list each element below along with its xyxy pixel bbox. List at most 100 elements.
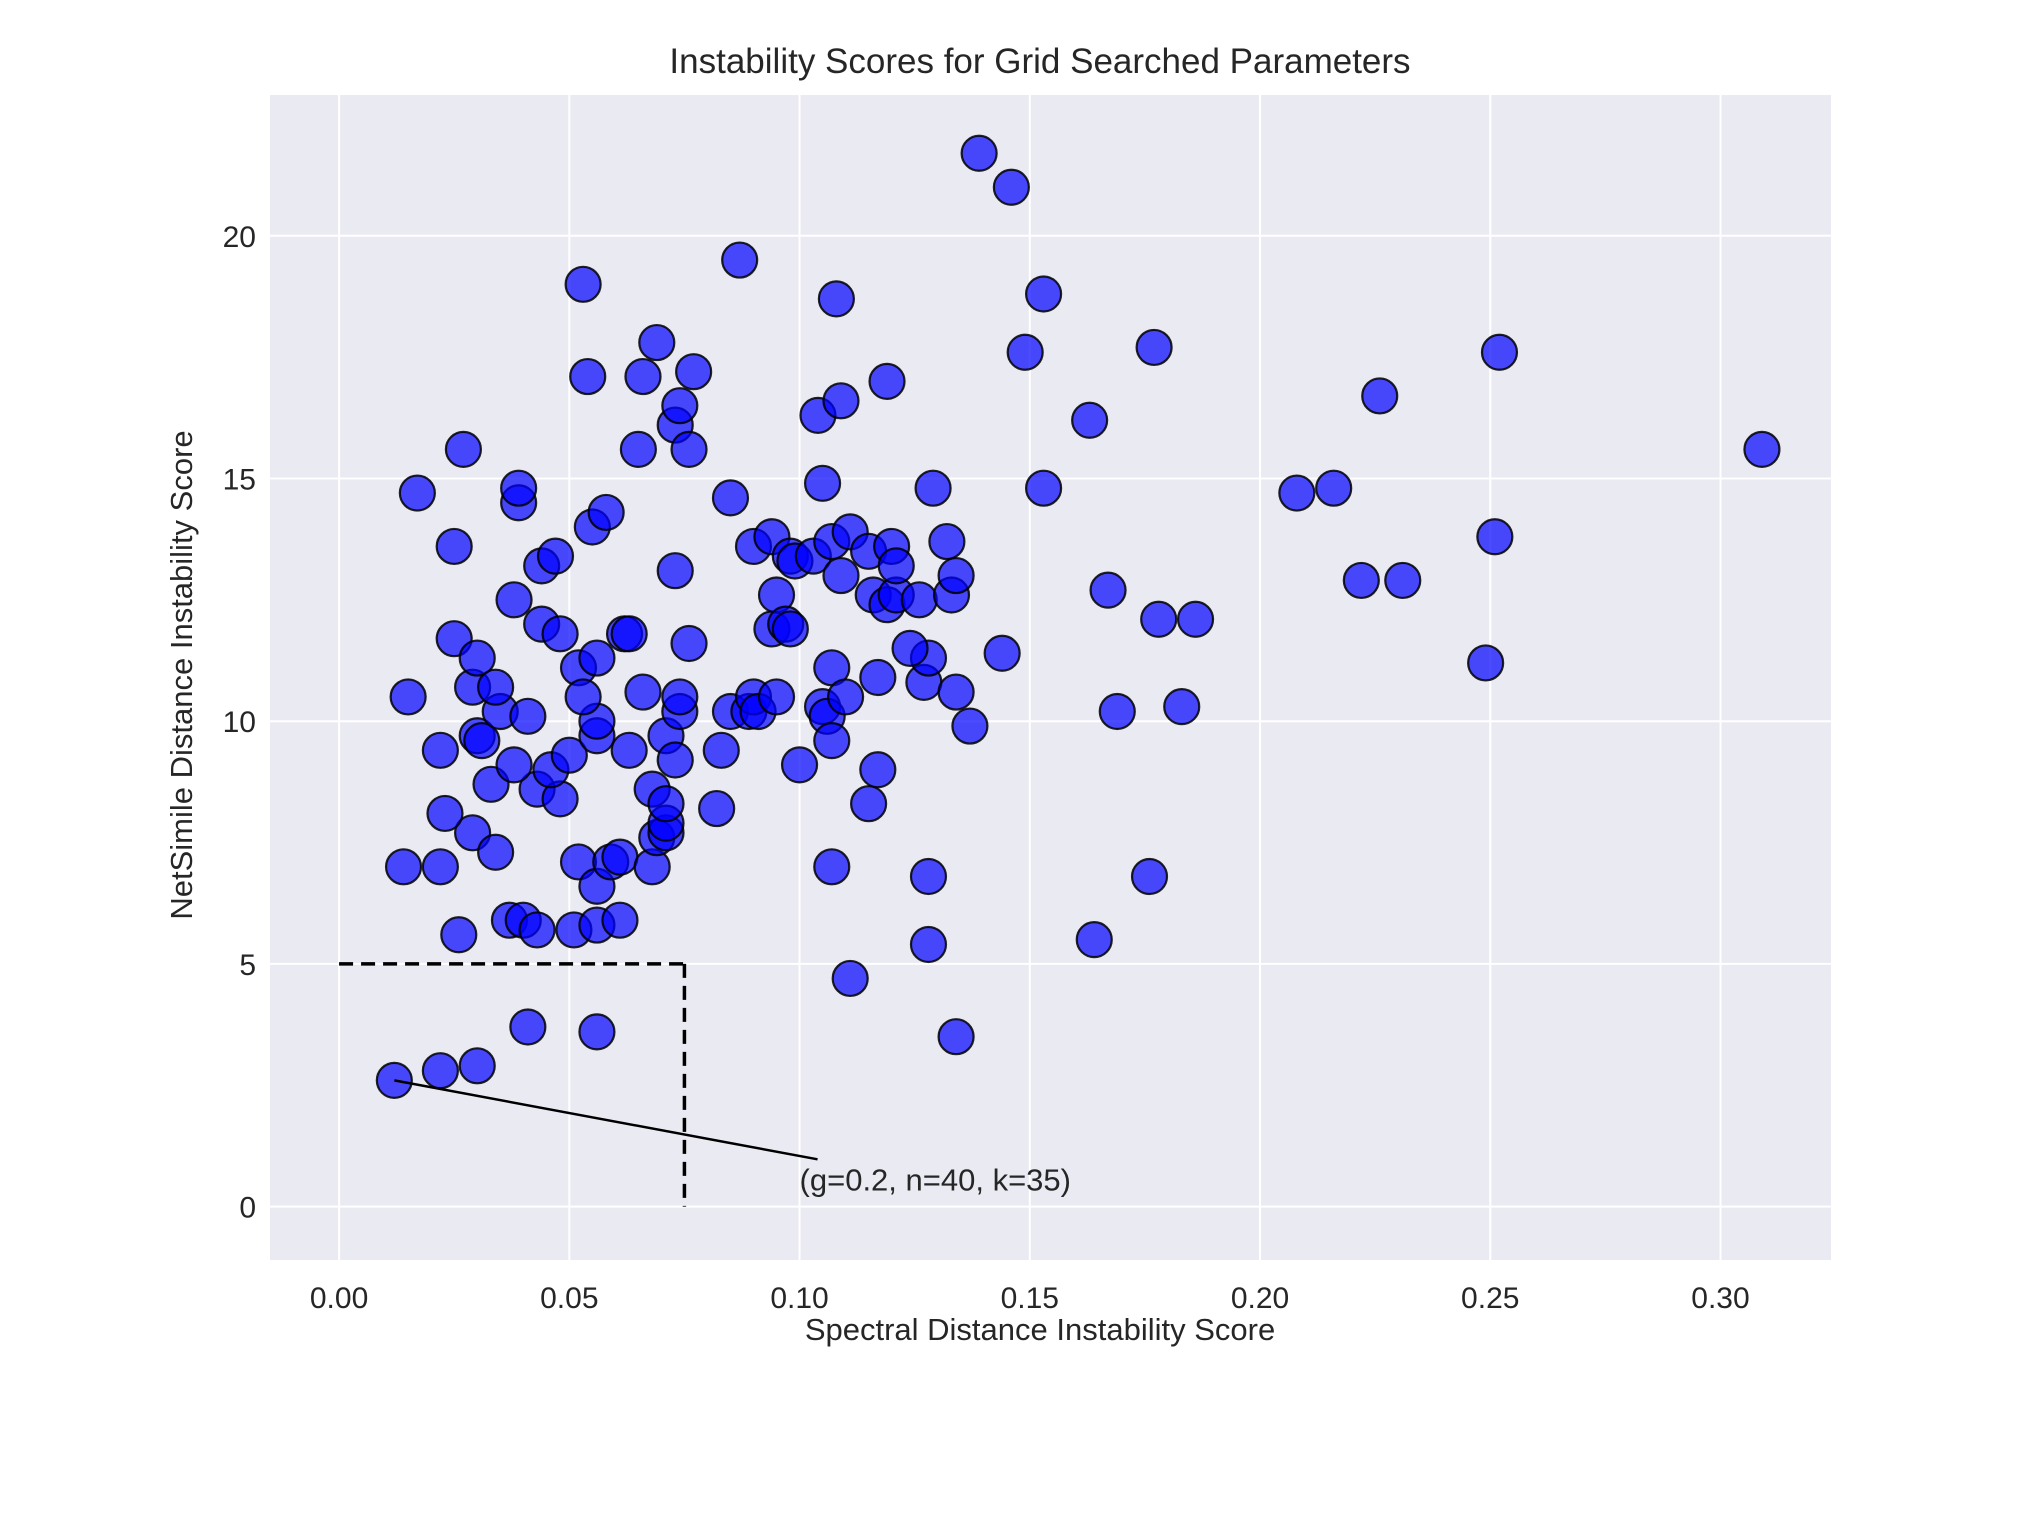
data-point [1135, 328, 1173, 367]
data-point [1384, 561, 1422, 600]
data-point [1024, 469, 1063, 507]
data-point [656, 741, 694, 779]
annotation-layer: (g=0.2, n=40, k=35) [394, 1079, 1071, 1197]
data-point [656, 552, 694, 590]
data-point [859, 658, 897, 697]
data-point [1006, 333, 1044, 371]
annotation-leader-line [394, 1079, 818, 1161]
data-point [992, 168, 1030, 206]
data-point [675, 353, 713, 391]
data-point [757, 678, 796, 716]
data-point [1476, 518, 1514, 556]
data-point [928, 522, 966, 561]
data-point [610, 731, 648, 769]
data-point [698, 789, 736, 828]
threshold-box [339, 962, 687, 1207]
data-point [813, 722, 851, 760]
data-point [435, 527, 473, 566]
data-point [868, 362, 906, 400]
data-point [877, 547, 915, 585]
data-point [495, 746, 533, 784]
data-point [771, 610, 809, 648]
data-point [477, 833, 515, 871]
data-point [463, 722, 501, 760]
y-tick-label: 10 [223, 706, 256, 739]
y-tick-labels: 0 5 10 15 20 [223, 221, 256, 1225]
data-point [983, 634, 1021, 672]
annotation-label: (g=0.2, n=40, k=35) [800, 1162, 1071, 1197]
data-point [601, 838, 639, 876]
data-point [550, 736, 588, 774]
data-point [721, 241, 759, 279]
data-point [831, 959, 869, 998]
x-tick-label: 0.25 [1461, 1282, 1519, 1315]
data-point [638, 323, 676, 362]
data-point [500, 469, 538, 507]
x-axis-label: Spectral Distance Instability Score [805, 1312, 1275, 1347]
data-point [914, 469, 952, 507]
data-point [564, 678, 602, 716]
y-axis-label: NetSimile Distance Instability Score [164, 430, 199, 919]
data-point [1315, 469, 1353, 507]
data-point [1098, 692, 1136, 731]
data-point [909, 925, 948, 964]
data-point [661, 387, 699, 425]
x-tick-label: 0.20 [1231, 1282, 1289, 1315]
data-point [780, 746, 819, 784]
data-point [1361, 377, 1399, 415]
data-point [564, 265, 602, 303]
data-point [803, 464, 842, 502]
data-point [1075, 921, 1113, 959]
chart-title: Instability Scores for Grid Searched Par… [669, 42, 1410, 81]
data-point [624, 673, 662, 711]
data-point [1163, 688, 1201, 726]
data-point [1342, 561, 1380, 600]
data-point [859, 751, 897, 789]
data-point [421, 1052, 459, 1090]
x-tick-label: 0.15 [1001, 1282, 1059, 1315]
data-point [1071, 401, 1109, 439]
data-point [822, 382, 860, 420]
data-point [619, 430, 657, 468]
data-point [601, 901, 639, 939]
data-point [536, 537, 575, 575]
y-tick-label: 5 [239, 949, 256, 982]
y-tick-label: 20 [223, 221, 256, 254]
data-point [458, 1047, 496, 1085]
data-point [1480, 333, 1519, 371]
data-point [1743, 430, 1781, 468]
data-point [458, 639, 496, 677]
data-point [850, 785, 888, 823]
y-tick-label: 0 [239, 1192, 256, 1225]
data-point [711, 479, 750, 517]
data-point [937, 673, 975, 711]
data-point [900, 581, 938, 619]
data-point [569, 357, 607, 396]
data-point [937, 1018, 975, 1056]
data-point [509, 697, 547, 735]
data-point [444, 430, 482, 468]
data-point [702, 731, 740, 769]
data-point [817, 280, 855, 318]
data-point [477, 668, 515, 706]
data-point [891, 629, 929, 667]
data-point [661, 678, 699, 716]
data-point [937, 556, 975, 595]
data-point [1089, 571, 1127, 609]
data-point [670, 430, 708, 468]
data-point [960, 134, 998, 172]
data-point [1176, 600, 1215, 638]
data-point [495, 581, 533, 619]
data-point [1140, 600, 1178, 638]
data-point [1130, 857, 1169, 896]
data-point [541, 615, 579, 653]
data-point [610, 615, 648, 653]
data-point [670, 624, 708, 663]
x-tick-label: 0.10 [770, 1282, 828, 1315]
data-point [384, 848, 423, 886]
data-point [421, 848, 459, 886]
data-point [909, 857, 948, 896]
data-point [624, 357, 662, 396]
data-point [1024, 275, 1063, 313]
data-point [389, 678, 427, 716]
